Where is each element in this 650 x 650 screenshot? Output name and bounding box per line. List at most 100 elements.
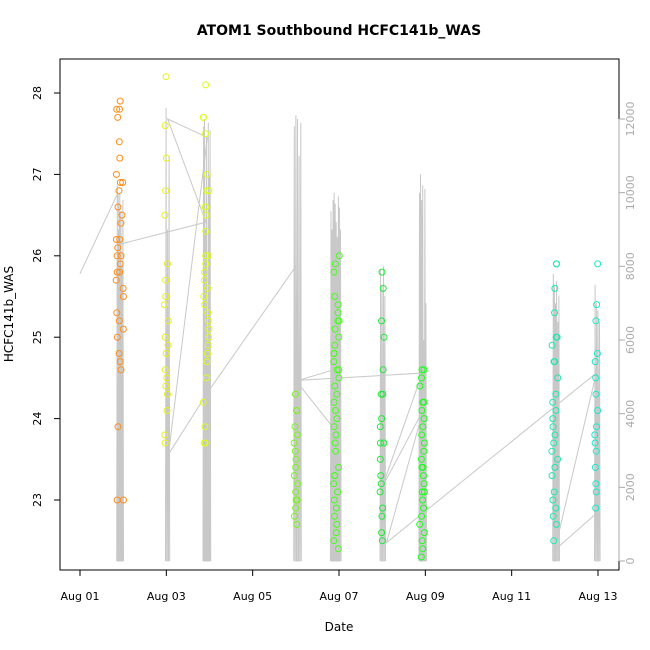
data-point <box>551 309 558 317</box>
data-point <box>161 301 168 309</box>
data-point <box>554 374 562 382</box>
data-point <box>119 325 127 333</box>
data-point <box>376 455 384 463</box>
data-point <box>202 130 209 138</box>
data-point <box>330 398 338 406</box>
data-point <box>164 260 171 268</box>
data-point <box>163 407 171 414</box>
data-point <box>114 244 122 252</box>
data-point <box>204 284 211 292</box>
data-point <box>593 301 601 309</box>
data-point <box>203 187 211 195</box>
data-point <box>418 512 426 520</box>
data-point <box>114 203 122 211</box>
data-point <box>330 496 338 504</box>
data-point <box>378 268 386 276</box>
x-axis: Aug 01 Aug 03 Aug 05 Aug 07 Aug 09 Aug 11 Aug … <box>61 569 618 603</box>
data-point <box>201 268 209 276</box>
data-point <box>552 333 560 341</box>
data-point <box>420 480 428 488</box>
data-point <box>112 236 120 243</box>
data-point <box>591 439 599 447</box>
data-point <box>594 407 602 414</box>
data-point <box>335 366 343 374</box>
altitude-trace <box>329 192 342 562</box>
data-point <box>116 179 124 186</box>
data-point <box>335 463 343 471</box>
data-point <box>161 431 169 439</box>
data-point <box>112 276 120 284</box>
data-point <box>418 407 426 414</box>
y-tick-label: 26 <box>31 249 44 263</box>
x-tick-label: Aug 07 <box>320 590 359 603</box>
data-point <box>333 390 341 398</box>
y2-tick-label: 10000 <box>624 175 637 210</box>
data-point <box>330 268 338 276</box>
data-point <box>119 284 127 292</box>
data-point <box>200 293 208 300</box>
data-point <box>115 138 123 146</box>
data-point <box>419 423 427 431</box>
data-point <box>113 252 121 260</box>
data-point <box>112 170 120 178</box>
data-point <box>592 317 600 325</box>
data-point <box>331 341 339 349</box>
data-point <box>330 350 338 357</box>
data-point <box>161 122 169 130</box>
data-point <box>420 447 428 455</box>
data-point <box>330 358 338 366</box>
data-point <box>549 496 557 504</box>
data-point <box>331 325 339 333</box>
y2-tick-label: 6000 <box>624 326 637 354</box>
data-point <box>114 113 122 121</box>
track-line <box>79 118 598 552</box>
data-point <box>376 439 384 447</box>
data-point <box>332 504 340 512</box>
data-point <box>378 512 386 520</box>
data-point <box>164 317 172 325</box>
y2-axis: 0 2000 4000 6000 8000 10000 12000 <box>618 102 637 565</box>
data-point <box>330 480 338 488</box>
data-point <box>113 333 121 341</box>
data-point <box>379 504 387 512</box>
data-point <box>292 504 300 512</box>
data-point <box>162 276 170 284</box>
y2-tick-label: 8000 <box>624 252 637 280</box>
data-point <box>332 407 339 414</box>
data-point <box>331 439 339 447</box>
data-point <box>592 447 600 455</box>
data-point <box>115 187 123 195</box>
data-point <box>161 333 169 341</box>
data-point <box>161 366 169 374</box>
data-point <box>162 382 170 390</box>
data-point <box>594 260 602 268</box>
data-point <box>552 504 560 512</box>
data-point <box>331 293 339 300</box>
data-point <box>291 447 299 455</box>
altitude-trace <box>116 185 124 562</box>
data-point <box>333 520 341 528</box>
data-point <box>548 472 556 480</box>
data-point <box>290 439 298 447</box>
data-point <box>420 439 428 447</box>
x-tick-label: Aug 13 <box>579 590 618 603</box>
x-axis-label: Date <box>325 620 354 634</box>
data-point <box>204 252 212 260</box>
data-point <box>161 211 169 219</box>
data-point <box>291 423 299 431</box>
altitude-trace <box>165 107 171 562</box>
data-point <box>202 374 210 382</box>
data-point <box>419 496 427 504</box>
data-point <box>418 488 426 496</box>
y-tick-label: 25 <box>31 330 44 344</box>
data-point <box>417 455 425 463</box>
data-point <box>335 252 343 260</box>
data-point <box>332 529 340 537</box>
data-point <box>377 480 385 488</box>
data-point <box>114 423 122 431</box>
data-point <box>292 390 299 398</box>
data-point <box>202 252 210 260</box>
data-point <box>376 423 384 431</box>
data-point <box>332 447 340 455</box>
data-point <box>117 366 125 374</box>
